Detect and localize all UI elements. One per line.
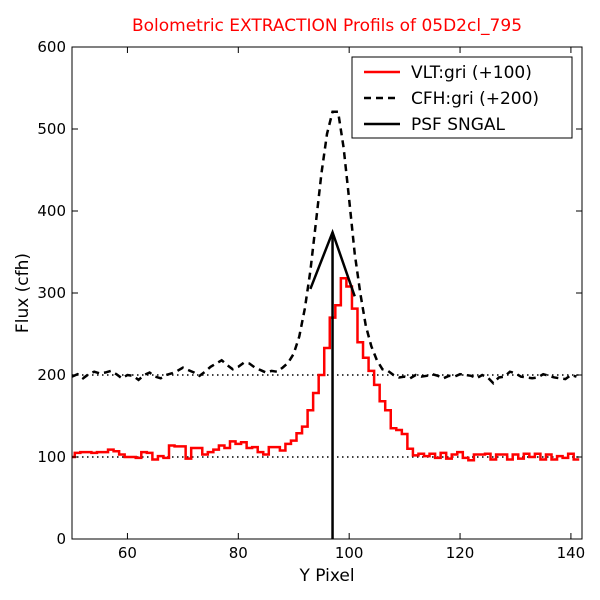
- x-tick-label: 120: [446, 544, 475, 562]
- y-axis-ticks: 0 100 200 300 400 500 600: [37, 38, 582, 548]
- chart-title: Bolometric EXTRACTION Profils of 05D2cl_…: [132, 16, 522, 36]
- y-tick-label: 300: [37, 284, 66, 302]
- legend-label-psf: PSF SNGAL: [411, 115, 506, 135]
- y-tick-label: 200: [37, 366, 66, 384]
- y-tick-label: 0: [56, 530, 66, 548]
- y-tick-label: 100: [37, 448, 66, 466]
- x-axis-label: Y Pixel: [298, 566, 354, 586]
- y-tick-label: 500: [37, 120, 66, 138]
- y-axis-label: Flux (cfh): [13, 253, 33, 333]
- legend-label-cfh: CFH:gri (+200): [411, 89, 539, 109]
- y-tick-label: 600: [37, 38, 66, 56]
- x-tick-label: 100: [335, 544, 364, 562]
- series-line-vlt: [72, 276, 580, 462]
- x-tick-label: 140: [557, 544, 586, 562]
- y-tick-label: 400: [37, 202, 66, 220]
- x-tick-label: 60: [118, 544, 137, 562]
- x-tick-label: 80: [229, 544, 248, 562]
- reference-lines: [72, 374, 582, 458]
- legend: VLT:gri (+100) CFH:gri (+200) PSF SNGAL: [351, 56, 573, 139]
- x-axis-ticks: 60 80 100 120 140: [118, 47, 585, 562]
- series-line-cfh: [71, 110, 577, 385]
- series-lines: [71, 110, 580, 539]
- legend-label-vlt: VLT:gri (+100): [411, 63, 532, 83]
